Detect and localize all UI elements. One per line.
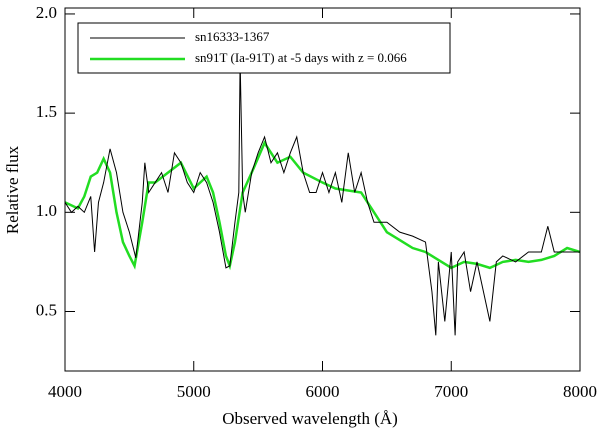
legend-label: sn16333-1367: [195, 29, 270, 44]
legend-box: [77, 22, 451, 74]
legend: sn16333-1367 sn91T (Ia-91T) at -5 days wi…: [77, 22, 451, 74]
x-tick-label: 8000: [563, 382, 597, 401]
y-tick-label: 1.0: [36, 201, 57, 220]
x-tick-label: 4000: [48, 382, 82, 401]
y-tick-label: 2.0: [36, 3, 57, 22]
plot-frame: [64, 7, 581, 372]
legend-label: sn91T (Ia-91T) at -5 days with z = 0.066: [195, 50, 407, 65]
x-axis-label: Observed wavelength (Å): [222, 409, 398, 428]
y-axis-label: Relative flux: [3, 145, 22, 234]
x-tick-label: 5000: [177, 382, 211, 401]
y-tick-label: 1.5: [36, 102, 57, 121]
x-tick-label: 6000: [306, 382, 340, 401]
y-tick-label: 0.5: [36, 300, 57, 319]
x-tick-label: 7000: [434, 382, 468, 401]
spectrum-line: [64, 59, 580, 336]
